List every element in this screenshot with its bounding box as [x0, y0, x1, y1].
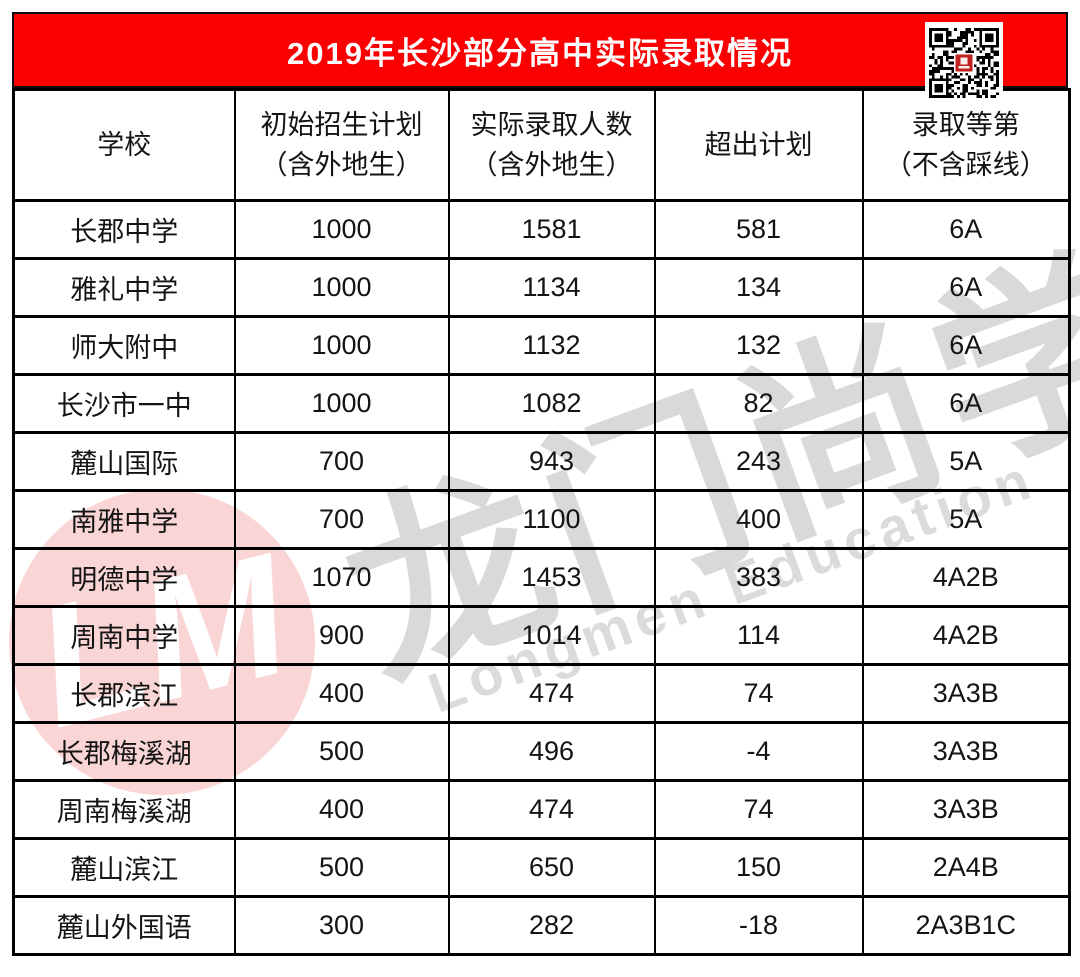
qr-code — [925, 22, 1003, 104]
table-row: 长郡梅溪湖 500 496 -4 3A3B — [12, 721, 1071, 782]
cell-plan: 700 — [233, 431, 450, 492]
col-header-initial-plan: 初始招生计划 （含外地生） — [233, 88, 450, 202]
header-line: 实际录取人数 — [470, 110, 633, 140]
cell-grade: 6A — [861, 315, 1071, 376]
cell-grade: 3A3B — [861, 721, 1071, 782]
table-row: 长郡滨江 400 474 74 3A3B — [12, 663, 1071, 724]
cell-actual: 1014 — [447, 605, 656, 666]
cell-actual: 650 — [447, 837, 656, 898]
cell-grade: 4A2B — [861, 605, 1071, 666]
cell-over: 74 — [653, 663, 864, 724]
cell-actual: 1581 — [447, 199, 656, 260]
cell-over: 400 — [653, 489, 864, 550]
header-line: 录取等第 — [911, 110, 1020, 140]
cell-plan: 1070 — [233, 547, 450, 608]
cell-plan: 400 — [233, 779, 450, 840]
cell-actual: 1082 — [447, 373, 656, 434]
cell-grade: 3A3B — [861, 779, 1071, 840]
cell-over: 132 — [653, 315, 864, 376]
cell-school: 麓山滨江 — [12, 837, 236, 898]
cell-grade: 2A4B — [861, 837, 1071, 898]
cell-school: 麓山外国语 — [12, 895, 236, 956]
cell-actual: 474 — [447, 663, 656, 724]
cell-school: 明德中学 — [12, 547, 236, 608]
cell-over: 150 — [653, 837, 864, 898]
cell-school: 长郡中学 — [12, 199, 236, 260]
header-line: （含外地生） — [260, 150, 423, 180]
cell-actual: 943 — [447, 431, 656, 492]
header-line: （含外地生） — [470, 150, 633, 180]
cell-over: -18 — [653, 895, 864, 956]
table-row: 周南梅溪湖 400 474 74 3A3B — [12, 779, 1071, 840]
cell-actual: 1453 — [447, 547, 656, 608]
cell-over: 383 — [653, 547, 864, 608]
header-line: 超出计划 — [704, 130, 813, 160]
cell-plan: 1000 — [233, 315, 450, 376]
col-header-grade: 录取等第 （不含踩线） — [861, 88, 1071, 202]
table-row: 长郡中学 1000 1581 581 6A — [12, 199, 1071, 260]
cell-grade: 5A — [861, 431, 1071, 492]
cell-grade: 6A — [861, 199, 1071, 260]
cell-plan: 1000 — [233, 199, 450, 260]
table-row: 雅礼中学 1000 1134 134 6A — [12, 257, 1071, 318]
cell-grade: 6A — [861, 373, 1071, 434]
cell-plan: 400 — [233, 663, 450, 724]
cell-over: -4 — [653, 721, 864, 782]
cell-plan: 500 — [233, 837, 450, 898]
cell-plan: 500 — [233, 721, 450, 782]
cell-plan: 700 — [233, 489, 450, 550]
table-row: 周南中学 900 1014 114 4A2B — [12, 605, 1071, 666]
cell-plan: 1000 — [233, 373, 450, 434]
table-row: 师大附中 1000 1132 132 6A — [12, 315, 1071, 376]
cell-grade: 6A — [861, 257, 1071, 318]
cell-school: 麓山国际 — [12, 431, 236, 492]
cell-actual: 1132 — [447, 315, 656, 376]
table-row: 南雅中学 700 1100 400 5A — [12, 489, 1071, 550]
cell-grade: 5A — [861, 489, 1071, 550]
table-row: 麓山外国语 300 282 -18 2A3B1C — [12, 895, 1071, 956]
table-row: 麓山滨江 500 650 150 2A4B — [12, 837, 1071, 898]
table-row: 明德中学 1070 1453 383 4A2B — [12, 547, 1071, 608]
page-title: 2019年长沙部分高中实际录取情况 — [287, 35, 793, 71]
cell-school: 周南梅溪湖 — [12, 779, 236, 840]
cell-school: 长郡滨江 — [12, 663, 236, 724]
cell-over: 243 — [653, 431, 864, 492]
cell-school: 雅礼中学 — [12, 257, 236, 318]
cell-plan: 900 — [233, 605, 450, 666]
cell-plan: 300 — [233, 895, 450, 956]
cell-grade: 4A2B — [861, 547, 1071, 608]
col-header-actual-admitted: 实际录取人数 （含外地生） — [447, 88, 656, 202]
admissions-table: 学校 初始招生计划 （含外地生） 实际录取人数 （含外地生） 超出计划 录取等第… — [12, 88, 1071, 956]
header-row: 学校 初始招生计划 （含外地生） 实际录取人数 （含外地生） 超出计划 录取等第… — [12, 88, 1071, 202]
cell-over: 581 — [653, 199, 864, 260]
cell-over: 114 — [653, 605, 864, 666]
cell-actual: 496 — [447, 721, 656, 782]
header-line: （不含踩线） — [884, 150, 1047, 180]
qr-code-image — [929, 28, 999, 98]
col-header-over-plan: 超出计划 — [653, 88, 864, 202]
cell-actual: 1134 — [447, 257, 656, 318]
header-line: 学校 — [97, 130, 152, 160]
cell-over: 134 — [653, 257, 864, 318]
cell-school: 师大附中 — [12, 315, 236, 376]
cell-school: 南雅中学 — [12, 489, 236, 550]
table-row: 麓山国际 700 943 243 5A — [12, 431, 1071, 492]
cell-school: 长沙市一中 — [12, 373, 236, 434]
col-header-school: 学校 — [12, 88, 236, 202]
cell-actual: 474 — [447, 779, 656, 840]
cell-over: 74 — [653, 779, 864, 840]
cell-grade: 2A3B1C — [861, 895, 1071, 956]
title-banner: 2019年长沙部分高中实际录取情况 — [12, 12, 1068, 88]
cell-actual: 1100 — [447, 489, 656, 550]
cell-grade: 3A3B — [861, 663, 1071, 724]
cell-school: 长郡梅溪湖 — [12, 721, 236, 782]
table-row: 长沙市一中 1000 1082 82 6A — [12, 373, 1071, 434]
cell-school: 周南中学 — [12, 605, 236, 666]
header-line: 初始招生计划 — [260, 110, 423, 140]
cell-actual: 282 — [447, 895, 656, 956]
cell-plan: 1000 — [233, 257, 450, 318]
cell-over: 82 — [653, 373, 864, 434]
